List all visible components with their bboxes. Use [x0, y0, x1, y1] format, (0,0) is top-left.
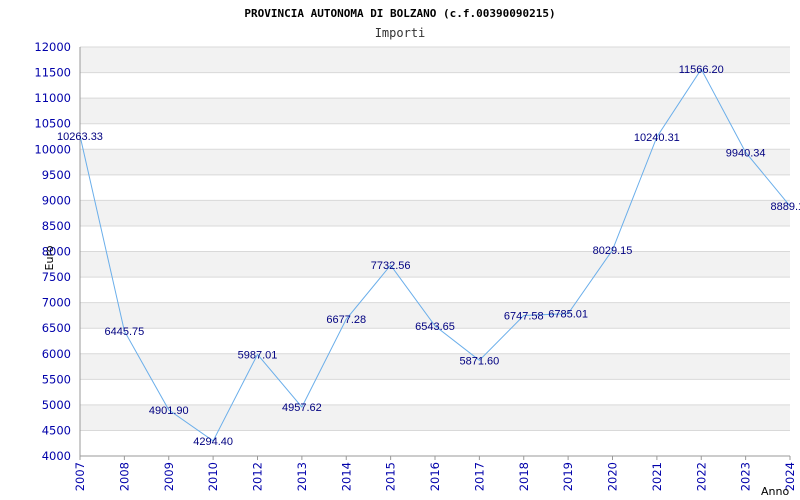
data-label: 4901.90 [149, 405, 189, 417]
grid-band [80, 353, 790, 380]
y-tick-label: 4000 [42, 449, 71, 463]
data-label: 10263.33 [57, 131, 103, 143]
x-tick-label: 2019 [561, 462, 575, 491]
y-axis-label: Euro [43, 245, 56, 270]
y-tick-label: 8500 [42, 219, 71, 233]
y-tick-label: 12000 [34, 40, 71, 54]
y-tick-label: 5000 [42, 398, 71, 412]
data-label: 10240.31 [634, 132, 680, 144]
x-tick-label: 2024 [783, 462, 797, 491]
x-tick-label: 2012 [251, 462, 265, 491]
y-tick-label: 8000 [42, 245, 71, 259]
y-tick-labels: 4000 4500 5000 5500 6000 6500 7000 7500 8000 8500… [34, 40, 71, 463]
chart-title: PROVINCIA AUTONOMA DI BOLZANO (c.f.00390… [244, 7, 555, 20]
grid-band [80, 98, 790, 124]
x-tick-labels: 2007 2008 2009 2010 2012 2013 2014 2015 2016 2017… [73, 456, 797, 491]
y-tick-label: 10000 [34, 142, 71, 156]
x-tick-label: 2018 [517, 462, 531, 491]
data-label: 8029.15 [593, 245, 633, 257]
data-labels: 10263.33 6445.75 4901.90 4294.40 5987.01 4957… [57, 64, 800, 448]
y-tick-label: 7000 [42, 296, 71, 310]
y-tick-label: 10500 [34, 117, 71, 131]
x-tick-label: 2016 [428, 462, 442, 491]
x-tick-label: 2017 [472, 462, 486, 491]
data-label: 6747.58 [504, 311, 544, 323]
x-tick-label: 2014 [339, 462, 353, 491]
y-tick-label: 11000 [34, 91, 71, 105]
y-tick-label: 11500 [34, 66, 71, 80]
x-axis-label: Anno [761, 485, 789, 498]
y-tick-label: 6000 [42, 347, 71, 361]
series-line [79, 68, 791, 442]
data-label: 5871.60 [459, 355, 499, 367]
data-label: 9940.34 [726, 147, 766, 159]
x-tick-label: 2022 [694, 462, 708, 491]
y-tick-label: 5500 [42, 372, 71, 386]
x-tick-label: 2007 [73, 462, 87, 491]
y-tick-label: 7500 [42, 270, 71, 284]
data-label: 4957.62 [282, 402, 322, 414]
x-tick-label: 2009 [162, 462, 176, 491]
y-tick-label: 4500 [42, 423, 71, 437]
y-tick-label: 6500 [42, 321, 71, 335]
grid-band [80, 200, 790, 226]
data-label: 8889.11 [771, 201, 800, 213]
data-label: 6677.28 [326, 314, 366, 326]
data-label: 7732.56 [371, 260, 411, 272]
y-tick-label: 9000 [42, 193, 71, 207]
data-label: 6445.75 [104, 326, 144, 338]
data-label: 11566.20 [679, 64, 724, 76]
data-label: 6785.01 [548, 309, 588, 321]
x-tick-label: 2008 [117, 462, 131, 491]
chart-background-bands [80, 47, 790, 431]
chart-subtitle: Importi [375, 26, 426, 40]
x-tick-label: 2023 [739, 462, 753, 491]
x-tick-label: 2015 [384, 462, 398, 491]
grid-band [80, 404, 790, 431]
grid-band [80, 302, 790, 329]
x-tick-label: 2021 [650, 462, 664, 491]
x-tick-label: 2010 [206, 462, 220, 491]
grid-band [80, 251, 790, 278]
data-label: 5987.01 [238, 349, 278, 361]
data-label: 6543.65 [415, 321, 455, 333]
grid-band [80, 47, 790, 73]
data-label: 4294.40 [193, 436, 233, 448]
y-tick-label: 9500 [42, 168, 71, 182]
x-tick-label: 2020 [606, 462, 620, 491]
grid-band [80, 149, 790, 175]
x-tick-label: 2013 [295, 462, 309, 491]
